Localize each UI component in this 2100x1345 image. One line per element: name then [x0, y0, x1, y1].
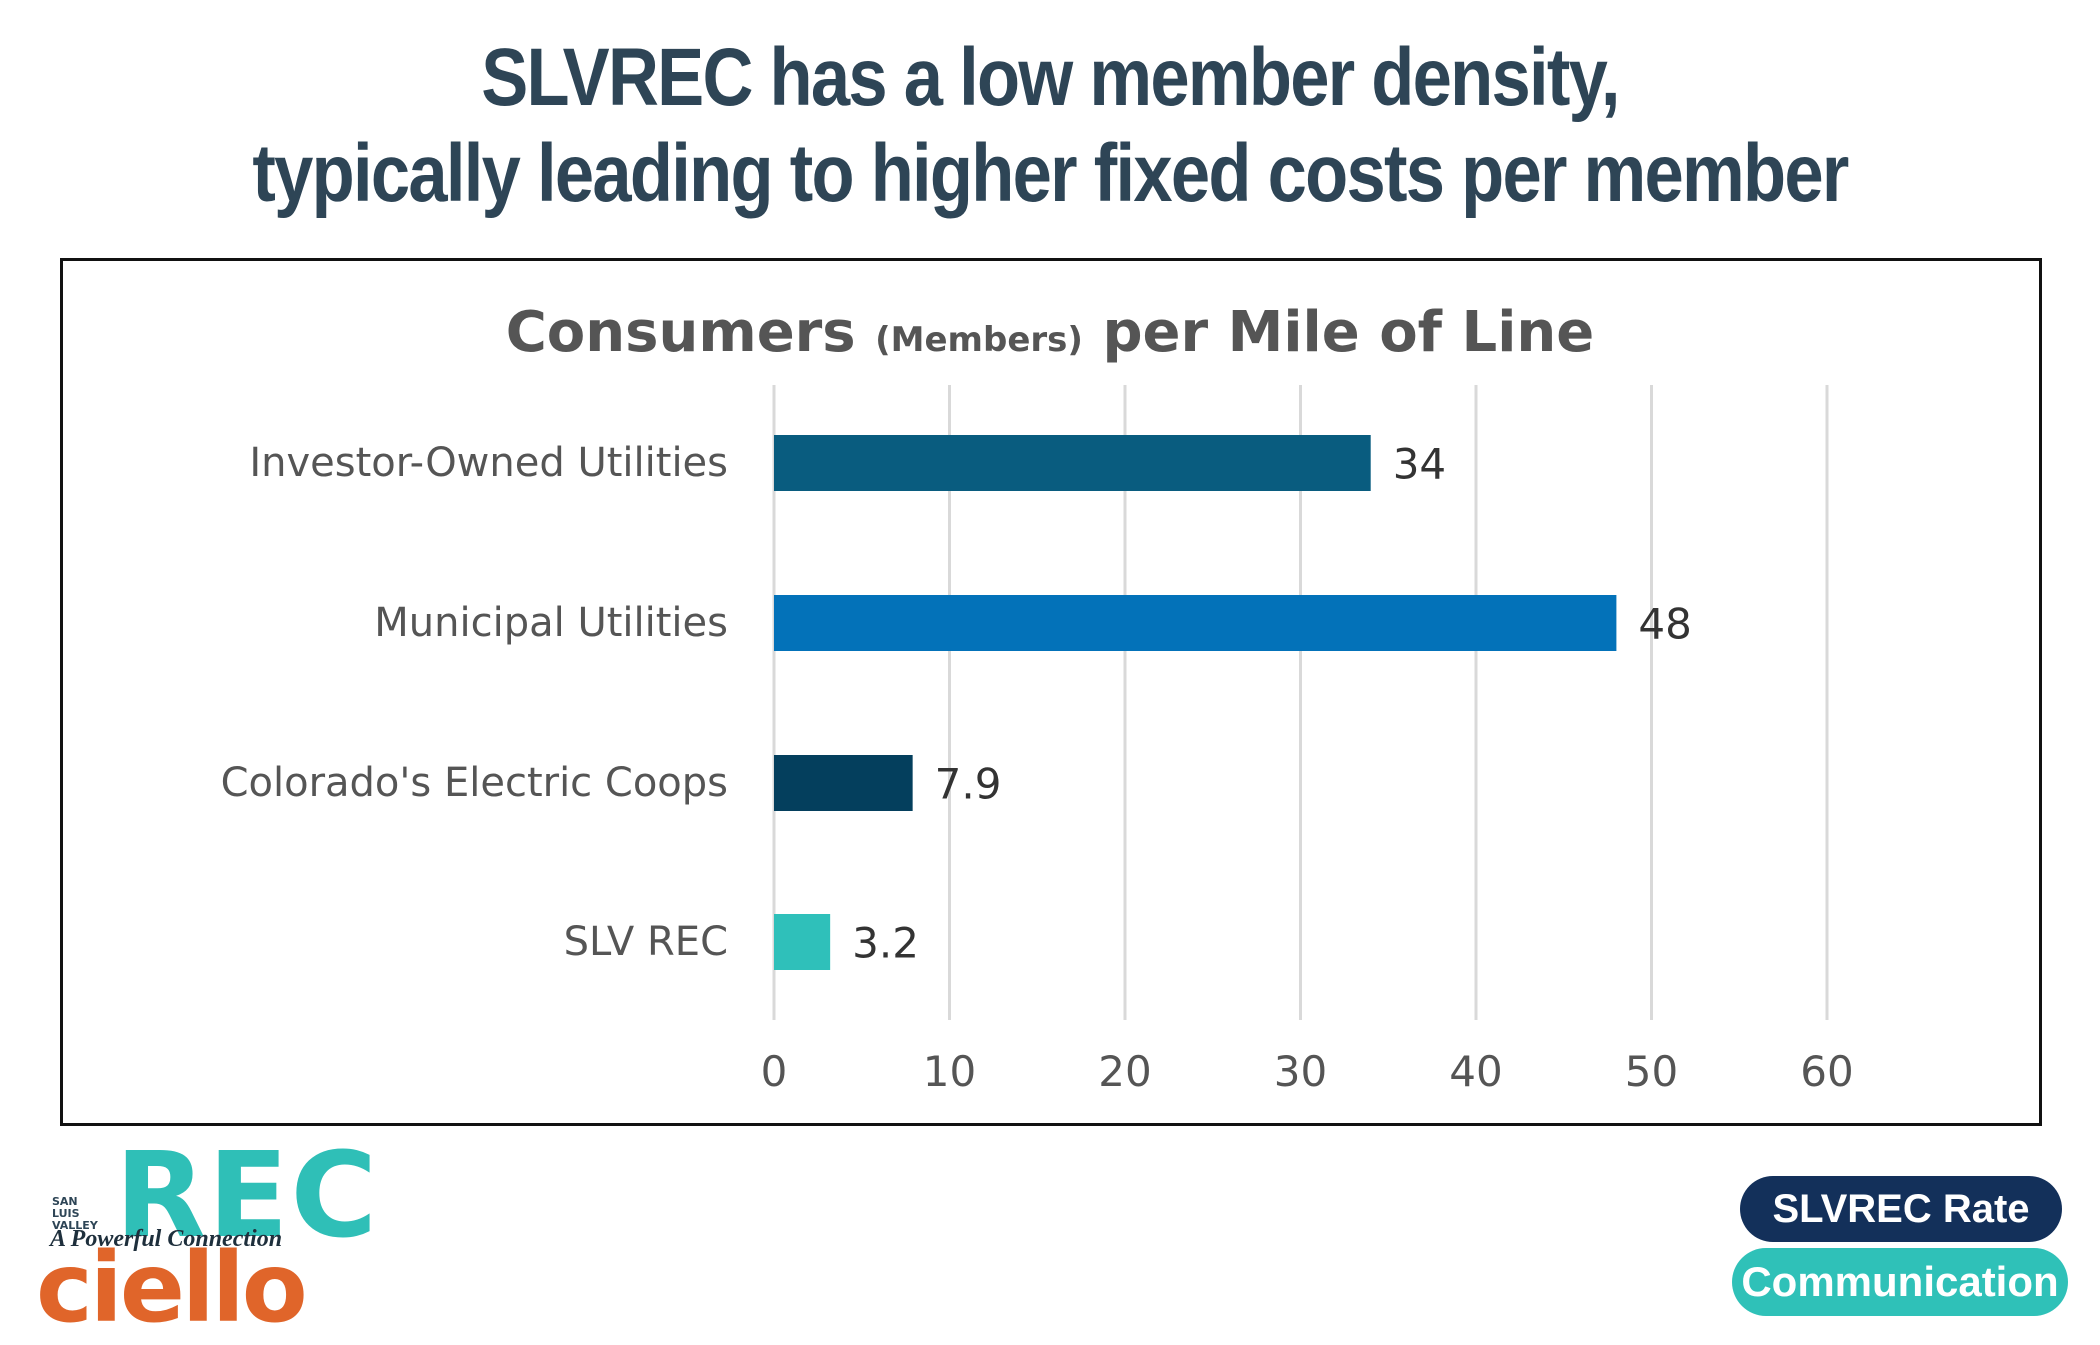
category-label-0: Investor-Owned Utilities	[249, 440, 728, 486]
value-label-0: 34	[1393, 440, 1446, 489]
x-tick-label-30: 30	[1274, 1047, 1327, 1096]
x-tick-label-40: 40	[1449, 1047, 1502, 1096]
headline: SLVREC has a low member density, typical…	[147, 30, 1953, 222]
category-label-1: Municipal Utilities	[374, 600, 728, 646]
rec-tagline: A Powerful Connection	[50, 1226, 283, 1252]
value-label-3: 3.2	[852, 919, 919, 968]
chart-title-rest: per Mile of Line	[1102, 300, 1595, 365]
ciello-logo: ciello	[36, 1232, 308, 1344]
communication-badge: Communication	[1732, 1248, 2068, 1316]
x-tick-label-0: 0	[761, 1047, 788, 1096]
headline-line-2: typically leading to higher fixed costs …	[252, 128, 1849, 219]
chart-title: Consumers (Members) per Mile of Line	[0, 300, 2100, 365]
category-label-2: Colorado's Electric Coops	[221, 760, 728, 806]
category-label-3: SLV REC	[564, 919, 728, 965]
bar-2	[774, 755, 913, 811]
rec-logo-side-text: SAN LUIS VALLEY	[52, 1195, 98, 1232]
x-tick-label-20: 20	[1098, 1047, 1151, 1096]
rec-logo: REC	[115, 1126, 380, 1264]
slvrec-rate-badge: SLVREC Rate	[1740, 1176, 2062, 1242]
chart-frame	[60, 258, 2042, 1126]
bar-3	[774, 914, 831, 970]
value-label-2: 7.9	[935, 760, 1002, 809]
x-tick-label-60: 60	[1800, 1047, 1853, 1096]
headline-line-1: SLVREC has a low member density,	[481, 32, 1620, 123]
chart-title-main: Consumers	[505, 300, 856, 365]
value-label-1: 48	[1638, 600, 1691, 649]
x-tick-label-50: 50	[1625, 1047, 1678, 1096]
bar-0	[774, 435, 1371, 491]
chart-title-small: (Members)	[875, 320, 1083, 360]
bar-1	[774, 595, 1617, 651]
x-tick-label-10: 10	[923, 1047, 976, 1096]
